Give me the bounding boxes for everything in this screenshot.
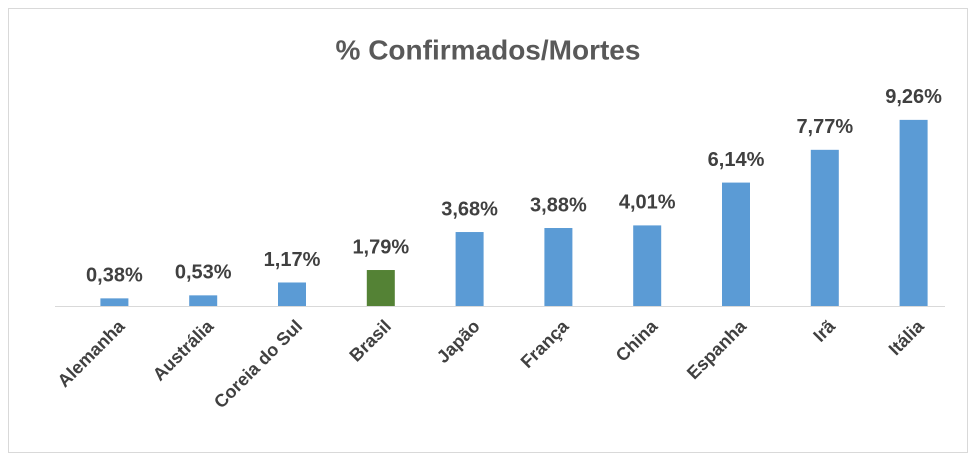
bar bbox=[544, 228, 573, 306]
bar bbox=[189, 295, 218, 306]
chart-border bbox=[8, 8, 968, 453]
bar bbox=[366, 270, 395, 306]
bar bbox=[633, 225, 662, 306]
bar bbox=[455, 232, 484, 306]
bar bbox=[100, 298, 129, 306]
data-label: 1,79% bbox=[352, 236, 409, 258]
data-label: 6,14% bbox=[708, 149, 765, 171]
bar bbox=[810, 149, 839, 306]
data-label: 9,26% bbox=[885, 86, 942, 108]
bar bbox=[722, 182, 750, 306]
data-label: 1,17% bbox=[264, 249, 321, 271]
bar bbox=[899, 119, 928, 307]
data-label: 4,01% bbox=[619, 192, 676, 214]
bar bbox=[278, 282, 306, 306]
data-label: 0,53% bbox=[175, 262, 232, 284]
data-label: 3,68% bbox=[441, 198, 498, 220]
data-label: 3,88% bbox=[530, 194, 587, 216]
data-label: 7,77% bbox=[796, 116, 853, 138]
data-label: 0,38% bbox=[86, 265, 143, 287]
chart-title: % Confirmados/Mortes bbox=[336, 34, 641, 65]
